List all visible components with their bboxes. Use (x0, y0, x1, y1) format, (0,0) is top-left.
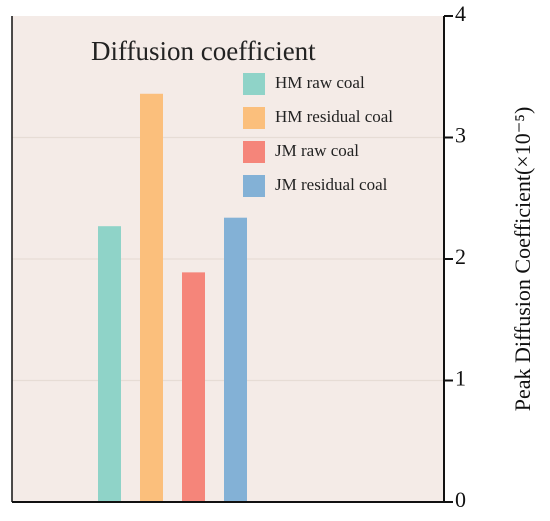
legend-swatch (243, 175, 265, 197)
y-tick-label: 2 (455, 244, 466, 269)
bars (98, 93, 247, 502)
legend-swatch (243, 73, 265, 95)
bar (224, 217, 247, 502)
y-tick-label: 3 (455, 123, 466, 148)
y-axis-label: Peak Diffusion Coefficient(×10⁻⁵) (510, 107, 535, 412)
legend: HM raw coal HM residual coal JM raw coal JM… (243, 73, 393, 197)
legend-label: HM raw coal (275, 73, 365, 92)
legend-swatch (243, 141, 265, 163)
legend-swatch (243, 107, 265, 129)
bar (182, 272, 205, 502)
y-tick-label: 0 (455, 487, 466, 512)
bar (140, 93, 163, 502)
y-ticks: 0 1 2 3 4 (444, 1, 466, 512)
chart-title: Diffusion coefficient (91, 36, 316, 66)
legend-label: JM raw coal (275, 141, 359, 160)
legend-label: JM residual coal (275, 175, 388, 194)
legend-label: HM residual coal (275, 107, 393, 126)
bar (98, 226, 121, 502)
y-tick-label: 4 (455, 1, 466, 26)
y-tick-label: 1 (455, 366, 466, 391)
